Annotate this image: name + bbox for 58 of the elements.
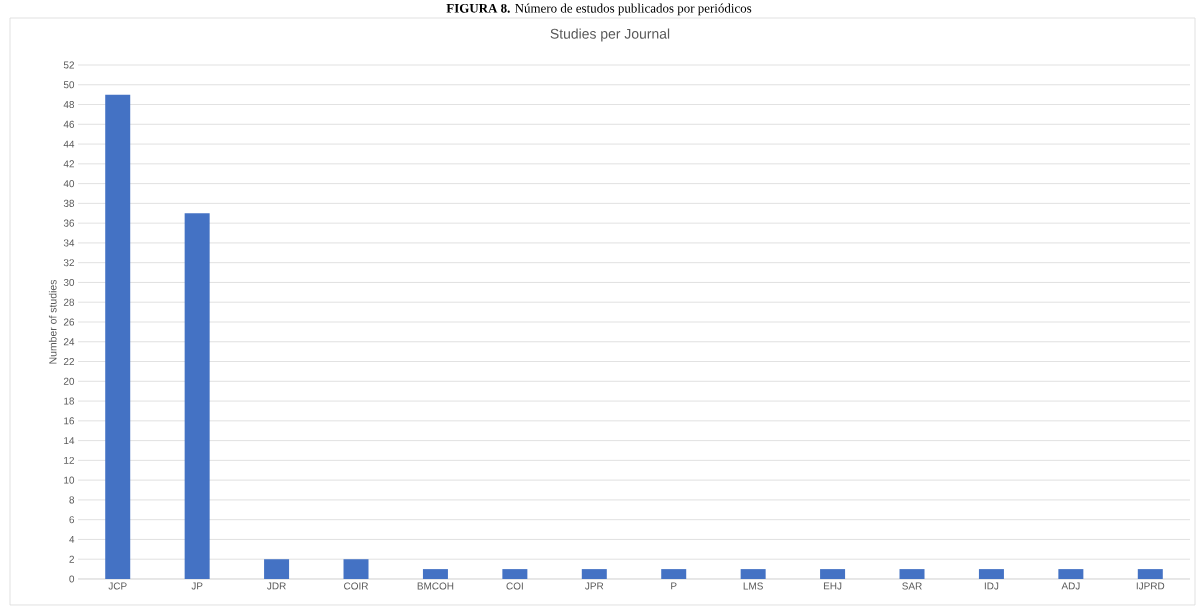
bar xyxy=(264,559,290,579)
y-tick-label: 34 xyxy=(63,239,75,247)
x-tick-label: COIR xyxy=(344,582,368,590)
y-tick-label: 14 xyxy=(64,437,75,445)
y-tick-label: 10 xyxy=(64,476,75,484)
x-tick-label: ADJ xyxy=(1061,582,1080,590)
bar xyxy=(422,569,448,579)
x-tick-label: JPR xyxy=(585,582,604,590)
bar xyxy=(1137,569,1163,579)
y-tick-label: 44 xyxy=(63,140,75,148)
y-tick-label: 50 xyxy=(63,81,75,89)
x-tick-label: SAR xyxy=(902,582,922,590)
text: FIGURA 8. Número de estudos publicados por periódicos xyxy=(446,3,752,16)
y-tick-label: 2 xyxy=(69,555,74,563)
x-tick-label: JCP xyxy=(108,582,127,590)
bar xyxy=(184,213,210,579)
x-tick-label: BMCOH xyxy=(417,582,454,590)
bar xyxy=(105,94,131,579)
x-tick-label: EHJ xyxy=(823,582,842,590)
x-tick-label: IJPRD xyxy=(1136,582,1165,590)
y-tick-label: 22 xyxy=(63,358,74,365)
y-tick-label: 48 xyxy=(63,101,75,109)
x-tick-label: JDR xyxy=(267,582,286,590)
x-tick-label: JP xyxy=(191,582,203,590)
y-tick-label: 40 xyxy=(63,180,75,188)
bar xyxy=(502,569,528,579)
y-tick-label: 20 xyxy=(63,377,75,385)
bar xyxy=(581,569,607,579)
x-tick-label: P xyxy=(671,582,677,590)
y-tick-label: 30 xyxy=(63,278,75,286)
y-tick-label: 36 xyxy=(63,219,75,227)
bar xyxy=(978,569,1004,579)
y-tick-label: 8 xyxy=(69,496,75,504)
x-tick-label: LMS xyxy=(743,582,763,590)
bar xyxy=(661,569,687,579)
y-tick-label: 28 xyxy=(63,298,75,306)
y-tick-label: 4 xyxy=(69,536,75,543)
y-tick-label: 18 xyxy=(64,397,75,405)
bar xyxy=(899,569,925,579)
y-tick-label: 12 xyxy=(64,456,74,464)
y-tick-label: 16 xyxy=(64,417,75,425)
y-tick-label: 46 xyxy=(63,120,75,128)
y-tick-label: 32 xyxy=(63,259,74,267)
y-tick-label: 38 xyxy=(63,199,75,207)
y-tick-label: 6 xyxy=(69,516,75,524)
y-tick-label: 0 xyxy=(69,575,75,583)
bar xyxy=(1058,569,1084,579)
y-tick-label: 26 xyxy=(63,318,75,326)
chart-title: Studies per Journal xyxy=(550,28,670,42)
y-tick-label: 52 xyxy=(63,61,74,69)
y-axis-title: Number of studies xyxy=(48,279,57,364)
bar xyxy=(343,559,369,579)
bar xyxy=(820,569,846,579)
x-tick-label: IDJ xyxy=(984,582,999,590)
bar xyxy=(740,569,766,579)
y-tick-label: 42 xyxy=(63,160,74,168)
x-tick-label: COI xyxy=(506,582,523,590)
y-tick-label: 24 xyxy=(63,338,75,346)
